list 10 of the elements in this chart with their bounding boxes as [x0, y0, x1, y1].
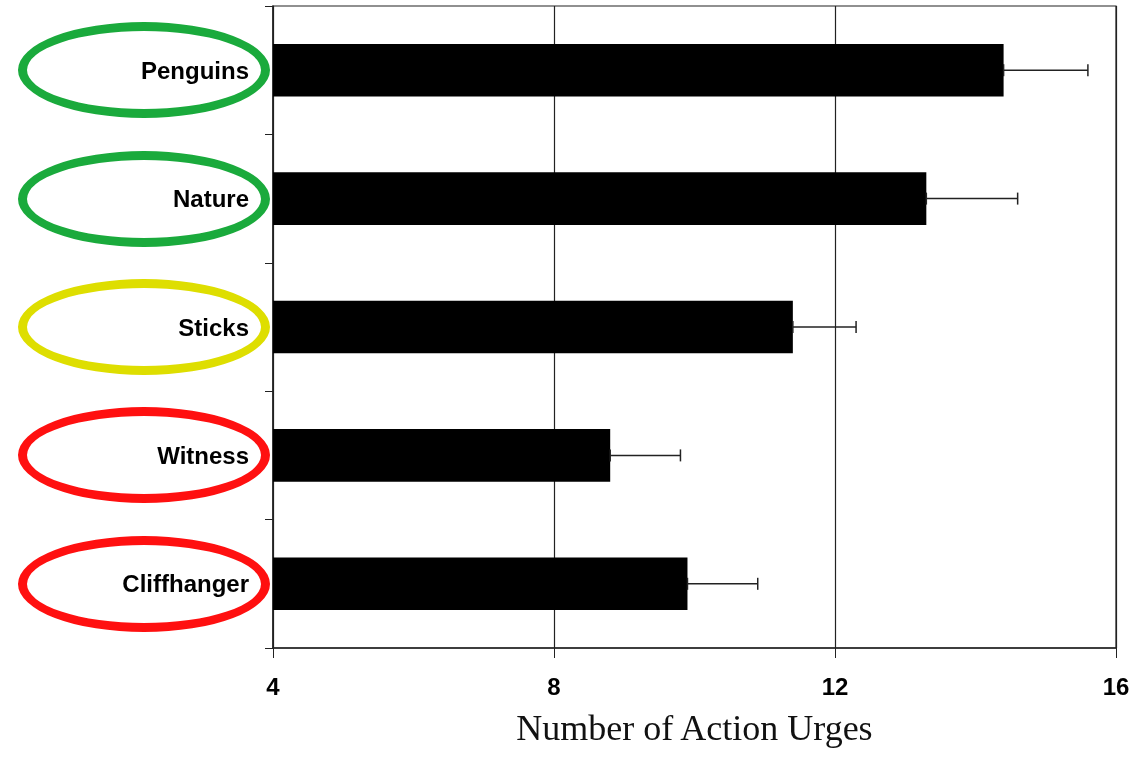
x-tick-label: 8: [547, 672, 561, 700]
y-tick-label: Sticks: [178, 313, 249, 341]
y-tick-label: Witness: [157, 441, 249, 469]
y-tick-label: Cliffhanger: [122, 570, 249, 598]
y-tick-label: Nature: [172, 185, 249, 213]
x-tick-label: 12: [821, 672, 849, 700]
x-tick-label: 4: [266, 672, 281, 700]
x-axis-title: Number of Action Urges: [516, 708, 873, 748]
x-tick-label: 16: [1102, 672, 1130, 700]
y-tick-label: Penguins: [140, 56, 249, 84]
